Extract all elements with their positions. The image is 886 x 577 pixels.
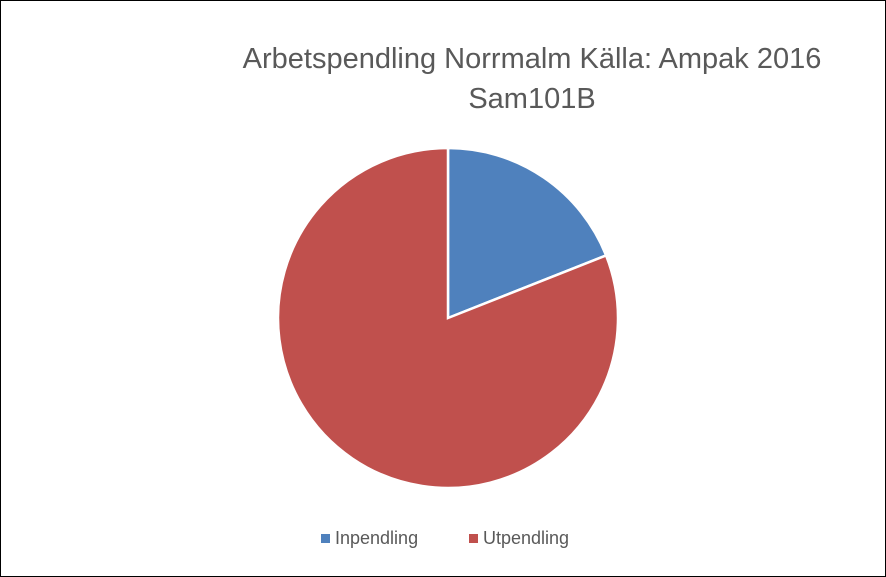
legend-label: Utpendling	[483, 528, 569, 548]
legend-swatch	[469, 534, 478, 543]
legend-label: Inpendling	[335, 528, 418, 548]
pie-slice	[276, 146, 620, 490]
pie-slice	[446, 146, 608, 320]
legend-swatch	[321, 534, 330, 543]
chart-title: Arbetspendling Norrmalm Källa: Ampak 201…	[242, 43, 822, 115]
